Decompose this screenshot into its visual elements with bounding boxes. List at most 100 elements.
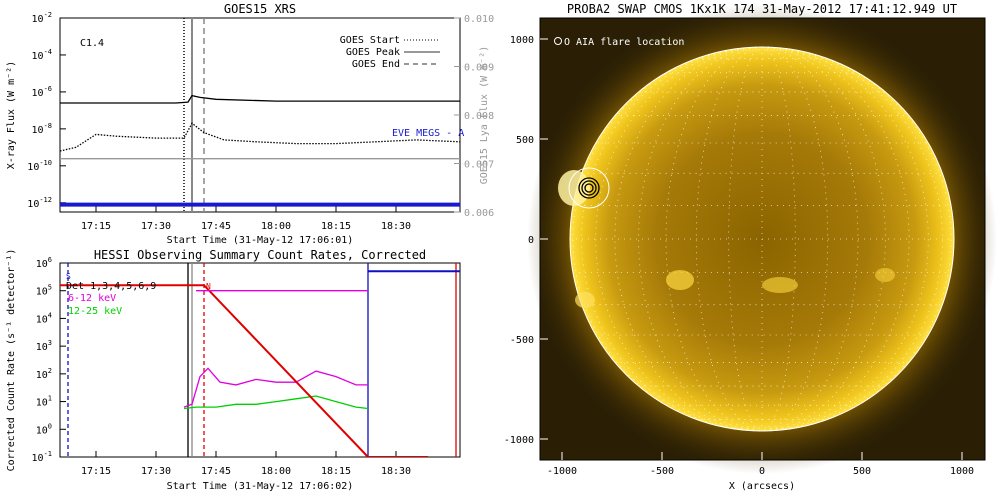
legend-det: Det 1,3,4,5,6,9 xyxy=(66,281,156,292)
legend-goes-start: GOES Start xyxy=(340,35,400,46)
tick-base: 10 xyxy=(36,314,48,325)
tick-exp: 4 xyxy=(48,311,52,319)
swap-xtick-label: 500 xyxy=(853,466,871,477)
tick-exp: 5 xyxy=(48,284,52,292)
tick-base: 10 xyxy=(36,287,48,298)
grid-longitude-line xyxy=(695,46,763,432)
active-regions xyxy=(558,170,895,308)
goes-ytick-label-left: 10-6 xyxy=(32,85,52,99)
goes-series-layer xyxy=(60,18,460,212)
swap-xlabel: X (arcsecs) xyxy=(729,481,795,492)
hessi-xtick-label: 17:45 xyxy=(201,466,231,477)
tick-base: 10 xyxy=(32,453,44,464)
goes-ylabel-left: X-ray Flux (W m⁻²) xyxy=(6,61,17,169)
contour-2 xyxy=(581,180,597,196)
tick-base: 10 xyxy=(36,259,48,270)
hessi-panel: HESSI Observing Summary Count Rates, Cor… xyxy=(6,248,461,492)
goes-ytick-label-left: 10-2 xyxy=(32,11,52,25)
goes-xtick-label: 17:45 xyxy=(201,221,231,232)
goes-ytick-label-right: 0.006 xyxy=(464,208,494,219)
swap-xaxis: -1000 -500 0 500 1000 xyxy=(547,452,974,477)
goes-xlabel: Start Time (31-May-12 17:06:01) xyxy=(167,235,354,246)
goes-ytick-label-left: 10-4 xyxy=(32,48,52,62)
grid-longitude-line xyxy=(761,46,829,432)
goes-xtick-label: 17:30 xyxy=(141,221,171,232)
tick-exp: -1 xyxy=(44,450,52,458)
tick-base: 10 xyxy=(27,199,39,210)
tick-exp: 0 xyxy=(48,422,52,430)
hessi-ytick-label: 106 xyxy=(36,256,52,270)
swap-ytick-label: 500 xyxy=(516,135,534,146)
hessi-series-attenuator xyxy=(60,284,428,457)
annotation-circle-icon xyxy=(554,37,562,45)
heliographic-grid xyxy=(570,46,954,432)
swap-ytick-label: -1000 xyxy=(504,435,534,446)
hessi-series-12-25-kev xyxy=(183,395,369,410)
swap-yaxis: 1000 500 0 -500 -1000 xyxy=(504,35,548,446)
goes-eve-label: EVE MEGS - A xyxy=(392,128,464,139)
tick-base: 10 xyxy=(36,370,48,381)
tick-base: 10 xyxy=(32,14,44,25)
tick-exp: -4 xyxy=(44,48,52,56)
swap-xtick-label: 1000 xyxy=(950,466,974,477)
hessi-frame xyxy=(59,262,461,458)
goes-ytick-label-left: 10-10 xyxy=(27,159,52,173)
swap-image: O AIA flare location xyxy=(527,4,997,474)
legend-goes-end: GOES End xyxy=(352,59,400,70)
hessi-ytick-label: 100 xyxy=(36,422,52,436)
flare-region-bright xyxy=(558,170,590,206)
goes-ytick-label-left: 10-8 xyxy=(32,122,52,136)
active-region-3 xyxy=(575,292,595,308)
hessi-series-layer xyxy=(60,263,460,457)
goes-xtick-label: 18:00 xyxy=(261,221,291,232)
active-region-4 xyxy=(875,268,895,282)
hessi-ytick-label: 10-1 xyxy=(32,450,52,464)
swap-annotation-text: O AIA flare location xyxy=(564,37,684,48)
tick-base: 10 xyxy=(32,88,44,99)
limb-circle xyxy=(569,46,955,432)
hessi-xlabel: Start Time (31-May-12 17:06:02) xyxy=(167,481,354,492)
hessi-ylabel: Corrected Count Rate (s⁻¹ detector⁻¹) xyxy=(6,249,17,472)
contour-3 xyxy=(584,183,594,193)
tick-exp: 6 xyxy=(48,256,52,264)
tick-base: 10 xyxy=(32,125,44,136)
swap-xtick-label: -1000 xyxy=(547,466,577,477)
hessi-legend: Det 1,3,4,5,6,9 6-12 keV 12-25 keV xyxy=(66,281,156,317)
legend-low: 6-12 keV xyxy=(68,293,116,304)
hessi-n-marker: N xyxy=(206,282,211,291)
hessi-xtick-label: 17:15 xyxy=(81,466,111,477)
goes-legend: GOES Start GOES Peak GOES End xyxy=(340,35,440,70)
swap-xtick-label: 0 xyxy=(759,466,765,477)
hessi-ytick-label: 104 xyxy=(36,311,52,325)
tick-exp: -10 xyxy=(39,159,52,167)
swap-panel: PROBA2 SWAP CMOS 1Kx1K 174 31-May-2012 1… xyxy=(504,2,997,492)
goes-ytick-label-right: 0.008 xyxy=(464,111,494,122)
hessi-ytick-label: 102 xyxy=(36,367,52,381)
grid-longitude-line xyxy=(638,46,763,432)
aia-flare-location-marker xyxy=(568,167,610,209)
goes-ytick-label-right: 0.009 xyxy=(464,63,494,74)
hessi-xtick-label: 18:15 xyxy=(321,466,351,477)
hessi-xtick-label: 18:00 xyxy=(261,466,291,477)
tick-exp: -8 xyxy=(44,122,52,130)
swap-xtick-label: -500 xyxy=(650,466,674,477)
tick-exp: 3 xyxy=(48,339,52,347)
tick-exp: -2 xyxy=(44,11,52,19)
goes-frame xyxy=(59,17,461,213)
swap-ytick-label: -500 xyxy=(510,335,534,346)
tick-base: 10 xyxy=(32,51,44,62)
active-region-1 xyxy=(666,270,694,290)
goes-ytick-label-right: 0.007 xyxy=(464,160,494,171)
hessi-xaxis: 17:15 17:30 17:45 18:00 18:15 18:30 xyxy=(81,451,411,477)
tick-base: 10 xyxy=(36,342,48,353)
goes-xtick-label: 18:30 xyxy=(381,221,411,232)
goes-xtick-label: 18:15 xyxy=(321,221,351,232)
goes-flare-class: C1.4 xyxy=(80,38,104,49)
legend-high: 12-25 keV xyxy=(68,306,122,317)
hessi-title: HESSI Observing Summary Count Rates, Cor… xyxy=(94,248,426,262)
aia-flare-circle xyxy=(568,167,610,209)
grid-longitude-line xyxy=(761,46,886,432)
